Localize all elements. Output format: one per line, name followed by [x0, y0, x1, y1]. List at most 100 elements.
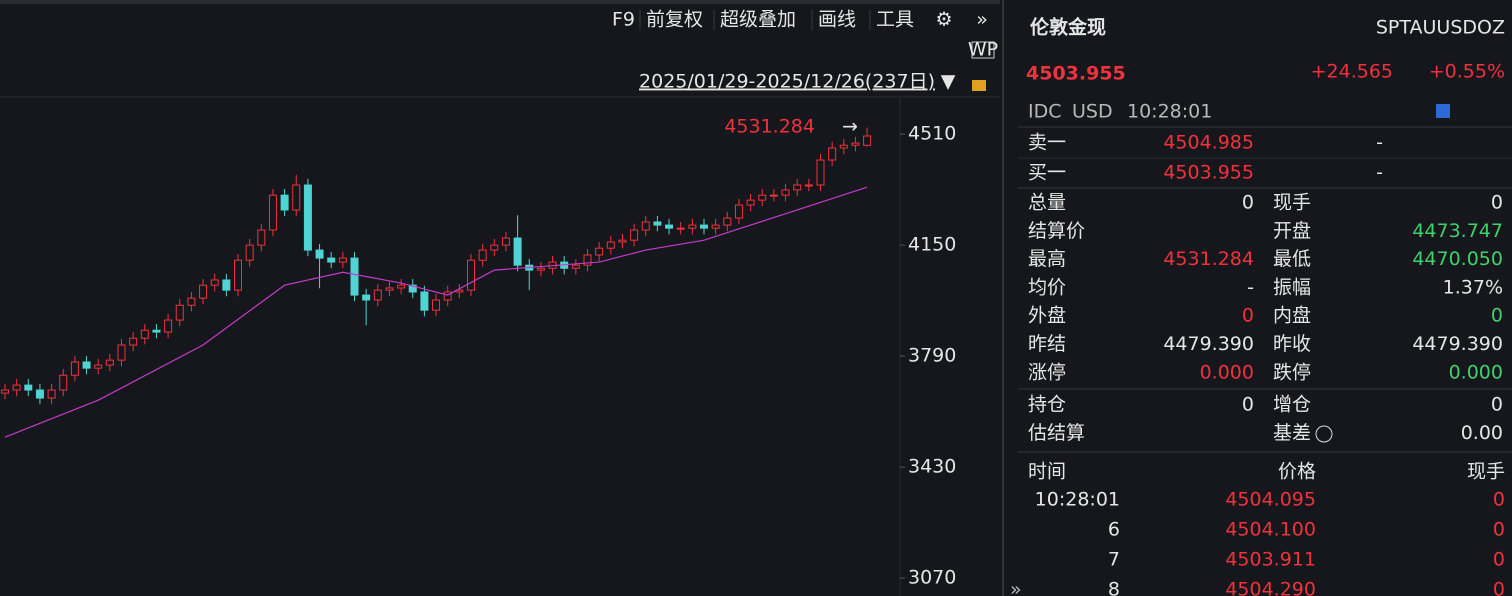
- quote-panel: 伦敦金现 SPTAUUSDOZ 4503.955 +24.565 +0.55% …: [1010, 16, 1512, 596]
- candle-body: [82, 361, 91, 369]
- candle-body: [618, 239, 627, 243]
- candle-body: [420, 291, 429, 311]
- candle-body: [373, 289, 382, 301]
- candle-body: [641, 221, 650, 231]
- stat-value: 0: [1242, 394, 1254, 416]
- candle-body: [257, 229, 266, 246]
- stat-value: 4479.390: [1412, 333, 1503, 355]
- dropdown-icon[interactable]: ▼: [941, 71, 956, 93]
- candle-body: [700, 224, 708, 229]
- y-tick-label: 3790: [908, 345, 956, 367]
- info-icon: [1315, 425, 1333, 443]
- candle-body: [851, 142, 860, 146]
- lock-icon[interactable]: [972, 80, 986, 91]
- book-volume: -: [1376, 162, 1383, 184]
- trade-time: 7: [1108, 549, 1120, 571]
- stat-value: 4470.050: [1412, 248, 1503, 270]
- candle-body: [397, 284, 406, 289]
- stat-label: 外盘: [1028, 305, 1066, 327]
- stat-value: 4473.747: [1412, 220, 1503, 242]
- stat-label: 最高: [1028, 248, 1066, 270]
- settings-icon[interactable]: ⚙: [935, 9, 952, 31]
- stat-label: 估结算: [1028, 422, 1085, 444]
- more-icon[interactable]: »: [976, 9, 988, 31]
- candle-body: [408, 284, 417, 293]
- toolbar-item[interactable]: 画线: [818, 9, 856, 31]
- candle-body: [746, 199, 755, 206]
- stat-label: 内盘: [1273, 305, 1311, 327]
- candle-body: [793, 184, 802, 191]
- stat-value: 0: [1491, 192, 1503, 214]
- candle-body: [630, 229, 639, 241]
- trade-price: 4504.290: [1225, 579, 1316, 596]
- candle-body: [94, 364, 103, 369]
- candle-body: [467, 259, 475, 291]
- instrument-code: SPTAUUSDOZ: [1376, 17, 1505, 39]
- candle-body: [12, 384, 21, 391]
- trade-time: 6: [1108, 519, 1120, 541]
- candle-body: [385, 287, 394, 291]
- candle-body: [513, 237, 522, 266]
- stat-value: 0: [1491, 394, 1503, 416]
- candle-body: [723, 217, 732, 226]
- meta-source: IDC: [1028, 101, 1062, 123]
- stat-value: 0.000: [1200, 361, 1254, 383]
- candle-body: [222, 279, 231, 291]
- chart: 4510 4150 3790 3430 3070: [1, 123, 956, 589]
- meta-currency: USD: [1072, 101, 1113, 123]
- candle-body: [769, 194, 778, 197]
- stat-value: 0.00: [1461, 422, 1503, 444]
- trade-volume: 0: [1493, 549, 1505, 571]
- candle-body: [59, 374, 68, 391]
- candle-body: [501, 237, 510, 246]
- book-volume: -: [1376, 132, 1383, 154]
- candle-body: [234, 259, 242, 291]
- wp-icon[interactable]: [971, 41, 995, 59]
- stat-value: 4531.284: [1163, 248, 1254, 270]
- date-range[interactable]: 2025/01/29-2025/12/26(237日): [639, 71, 935, 93]
- price-change: +24.565: [1311, 61, 1393, 83]
- toolbar-item[interactable]: F9: [612, 9, 635, 31]
- y-tick-label: 4150: [908, 234, 956, 256]
- candle-body: [781, 189, 790, 196]
- trade-price: 4504.100: [1225, 519, 1316, 541]
- collapse-icon[interactable]: »: [1010, 579, 1022, 596]
- candle-body: [117, 344, 126, 361]
- stat-label: 昨收: [1273, 333, 1311, 355]
- candle-body: [828, 147, 837, 161]
- trade-volume: 0: [1493, 489, 1505, 511]
- toolbar: F9 前复权 超级叠加 画线 工具: [612, 9, 914, 31]
- candle-body: [653, 221, 662, 226]
- stat-label: 开盘: [1273, 220, 1311, 242]
- candle-body: [315, 249, 324, 259]
- top-strip: [0, 0, 1000, 4]
- candle-body: [362, 294, 371, 301]
- candle-body: [758, 194, 767, 201]
- stat-label: 现手: [1273, 192, 1311, 214]
- toolbar-item[interactable]: 超级叠加: [720, 9, 796, 31]
- toolbar-item[interactable]: 工具: [876, 9, 914, 31]
- toolbar-item[interactable]: 前复权: [646, 9, 703, 31]
- candle-body: [688, 224, 697, 229]
- edit-icon[interactable]: [1436, 104, 1450, 118]
- candle-body: [35, 389, 44, 399]
- candle-body: [595, 247, 604, 256]
- candle-body: [432, 299, 441, 311]
- candle-body: [187, 297, 196, 306]
- stat-label: 总量: [1028, 192, 1066, 214]
- candle-body: [734, 204, 743, 219]
- wp-icon-text: WP: [968, 39, 998, 61]
- candle-body: [129, 337, 138, 346]
- y-tick-label: 4510: [908, 123, 956, 145]
- book-price: 4504.985: [1163, 132, 1254, 154]
- trade-time: 10:28:01: [1035, 489, 1120, 511]
- candle-body: [665, 224, 674, 229]
- stat-value: 0.000: [1449, 361, 1503, 383]
- candle-body: [571, 264, 580, 269]
- stat-value: 0: [1242, 192, 1254, 214]
- candle-body: [583, 254, 592, 266]
- trade-volume: 0: [1493, 519, 1505, 541]
- candle-body: [70, 361, 79, 376]
- candle-body: [303, 184, 312, 251]
